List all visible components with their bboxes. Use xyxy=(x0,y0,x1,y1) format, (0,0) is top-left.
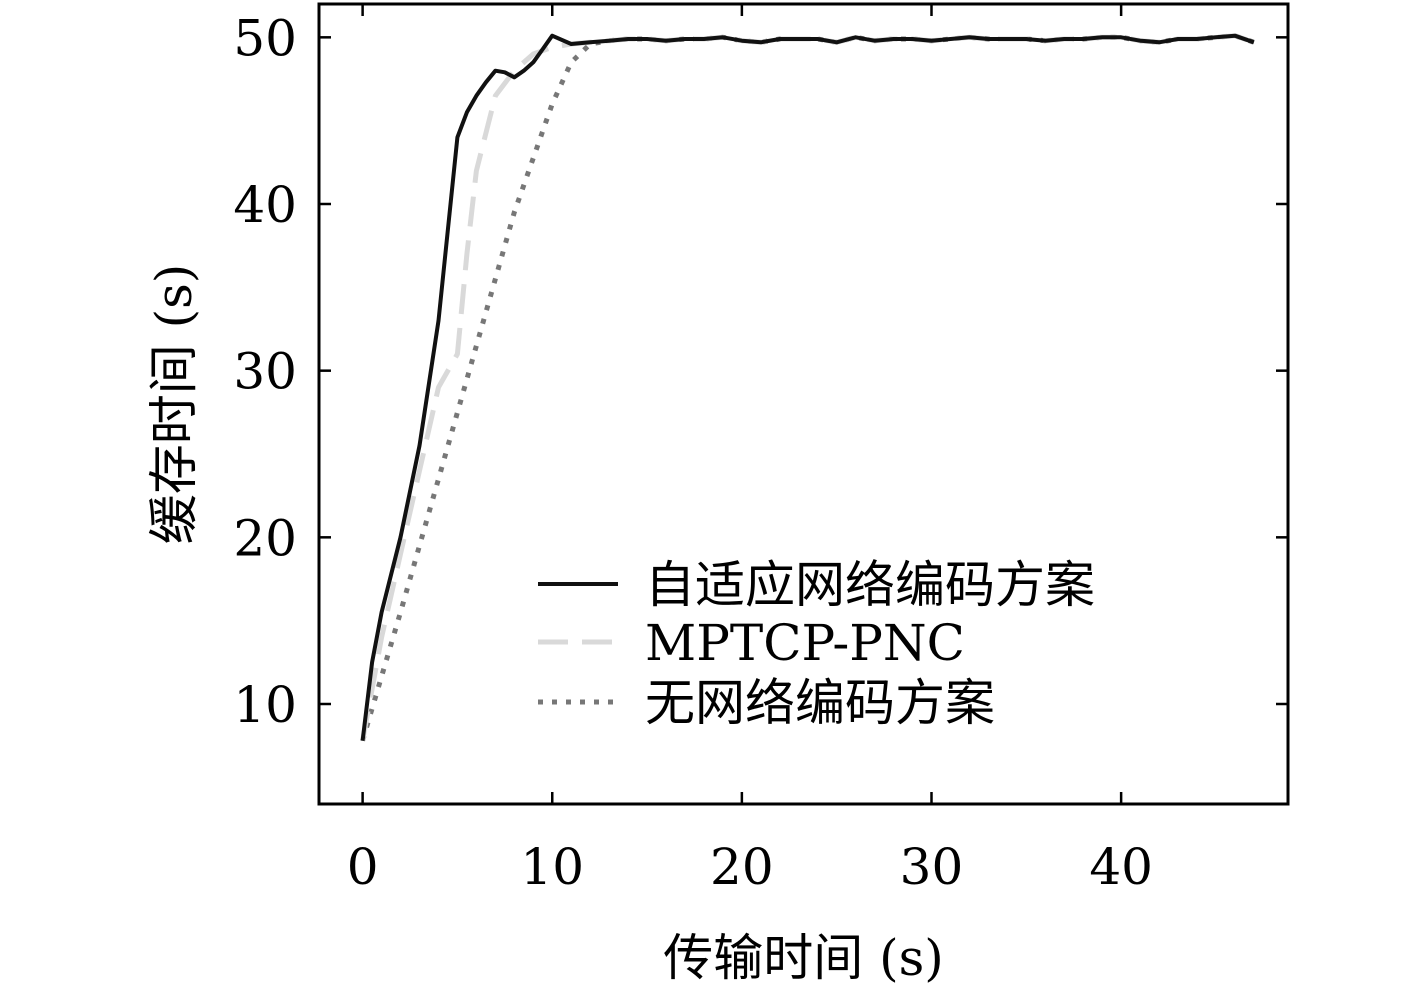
series-layer xyxy=(360,33,1255,742)
legend-label-1: MPTCP-PNC xyxy=(645,614,965,672)
legend-label-0: 自适应网络编码方案 xyxy=(645,556,1095,614)
y-tick-label: 20 xyxy=(233,509,297,567)
x-axis-title: 传输时间 (s) xyxy=(663,929,944,987)
x-tick-label: 40 xyxy=(1089,838,1153,896)
y-tick-label: 10 xyxy=(233,676,297,734)
series-line-0 xyxy=(360,33,1255,741)
x-tick-label: 10 xyxy=(520,838,584,896)
x-tick-label: 0 xyxy=(347,838,379,896)
plot-frame xyxy=(317,2,1290,806)
legend-label-2: 无网络编码方案 xyxy=(645,674,995,732)
y-tick-label: 30 xyxy=(233,343,297,401)
y-axis-title: 缓存时间 (s) xyxy=(145,264,203,545)
x-tick-label: 30 xyxy=(900,838,964,896)
x-tick-label: 20 xyxy=(710,838,774,896)
axes-layer: 0 10 20 30 40 10 20 30 40 50 传输时间 (s) 缓存时间 (s) xyxy=(145,2,1290,987)
y-tick-label: 40 xyxy=(233,176,297,234)
y-tick-label: 50 xyxy=(233,9,297,67)
